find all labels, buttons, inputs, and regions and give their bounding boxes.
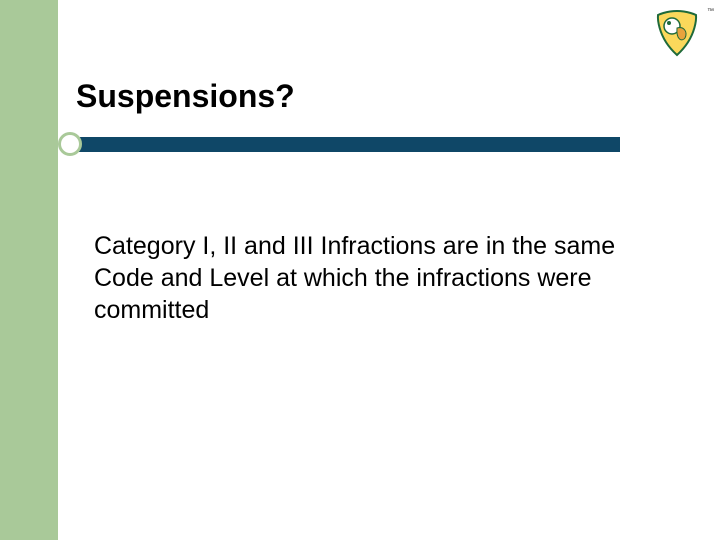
brand-logo-icon — [650, 8, 704, 58]
slide-body-text: Category I, II and III Infractions are i… — [94, 230, 624, 326]
underline-bullet-circle — [58, 132, 82, 156]
title-underline — [58, 132, 620, 156]
underline-bar-fill — [78, 137, 620, 152]
slide-content: Suspensions? Category I, II and III Infr… — [58, 0, 720, 540]
slide-title: Suspensions? — [76, 78, 295, 115]
left-sidebar — [0, 0, 58, 540]
trademark-symbol: ™ — [707, 8, 714, 15]
